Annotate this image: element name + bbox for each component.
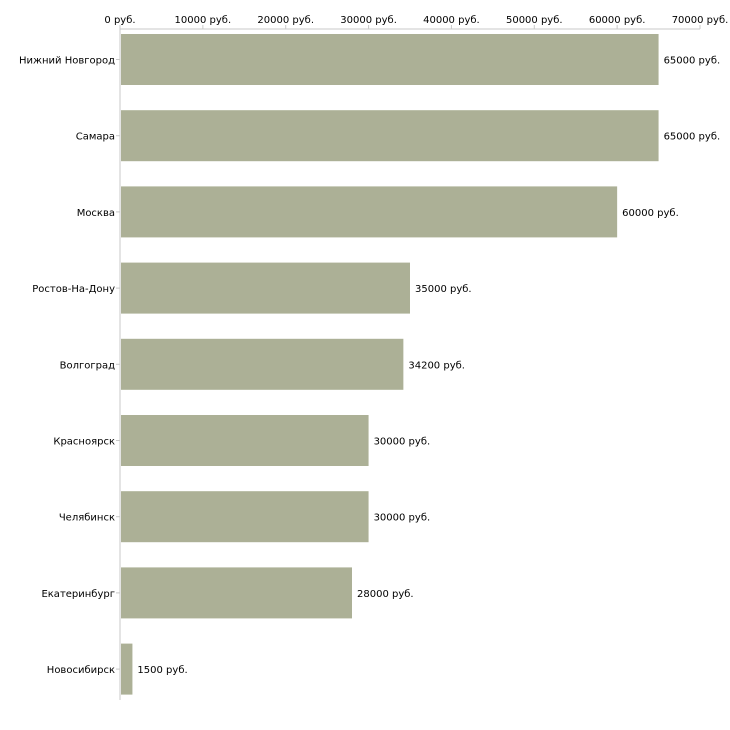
category-labels: Нижний Новгород Самара Москва Ростов-На-Дон…: [19, 56, 115, 677]
bar: [121, 338, 404, 390]
x-axis: 0 руб. 10000 руб. 20000 руб. 30000 руб. 4000…: [104, 15, 728, 700]
bar: [121, 491, 369, 543]
bars: [121, 34, 659, 695]
value-label: 65000 руб.: [664, 132, 721, 143]
value-label: 35000 руб.: [415, 284, 472, 295]
bar: [121, 643, 133, 695]
category-label: Екатеринбург: [41, 589, 115, 600]
x-tick-label: 20000 руб.: [257, 15, 314, 26]
bar: [121, 34, 659, 85]
value-label: 65000 руб.: [664, 56, 721, 67]
value-label: 60000 руб.: [622, 208, 679, 219]
category-label: Москва: [77, 208, 115, 219]
value-labels: 65000 руб. 65000 руб. 60000 руб. 35000 руб.…: [137, 56, 720, 677]
x-tick-label: 70000 руб.: [672, 15, 729, 26]
value-label: 34200 руб.: [408, 360, 465, 371]
x-tick-label: 30000 руб.: [340, 15, 397, 26]
bar: [121, 415, 369, 466]
x-tick-label: 50000 руб.: [506, 15, 563, 26]
category-label: Ростов-На-Дону: [32, 284, 115, 295]
value-label: 28000 руб.: [357, 589, 414, 600]
bar: [121, 567, 352, 619]
bar: [121, 110, 659, 162]
category-label: Волгоград: [60, 360, 115, 371]
category-label: Красноярск: [53, 437, 115, 448]
category-label: Самара: [76, 132, 115, 143]
x-tick-label: 60000 руб.: [589, 15, 646, 26]
category-label: Нижний Новгород: [19, 56, 115, 67]
value-label: 30000 руб.: [374, 437, 431, 448]
x-tick-label: 40000 руб.: [423, 15, 480, 26]
category-label: Новосибирск: [47, 665, 115, 676]
category-label: Челябинск: [59, 513, 115, 524]
value-label: 30000 руб.: [374, 513, 431, 524]
value-label: 1500 руб.: [137, 665, 187, 676]
x-tick-label: 0 руб.: [104, 15, 135, 26]
bar: [121, 262, 410, 314]
bar: [121, 186, 618, 238]
x-tick-label: 10000 руб.: [175, 15, 232, 26]
